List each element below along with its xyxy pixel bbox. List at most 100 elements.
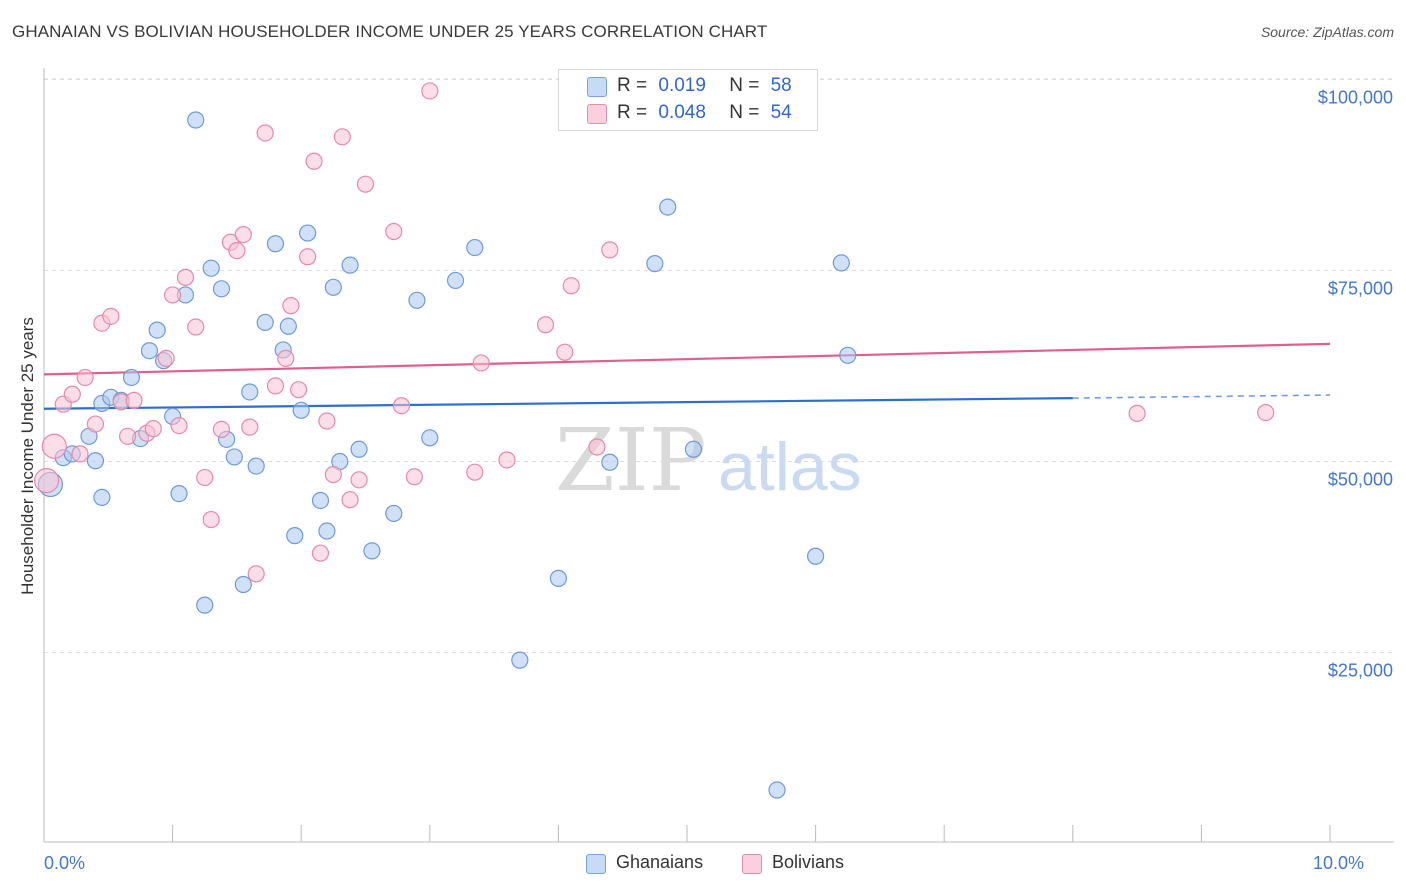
ghanaians-legend-swatch — [586, 854, 606, 874]
ghanaians-point — [241, 383, 259, 401]
bolivians-point — [421, 82, 439, 100]
bolivians-point — [305, 152, 323, 170]
ghanaians-point — [341, 256, 359, 274]
watermark: ZIP atlas — [555, 411, 862, 511]
bolivians-point — [324, 465, 342, 484]
ghanaians-point — [363, 542, 381, 560]
n-value-bolivians: 54 — [770, 102, 792, 123]
r-value-ghanaians: 0.019 — [658, 75, 706, 96]
bolivians-point — [63, 385, 81, 403]
watermark-zip: ZIP — [555, 411, 707, 511]
bolivians-point — [86, 415, 105, 433]
bolivians-point — [277, 349, 295, 367]
ghanaians-point — [511, 651, 529, 669]
legend-label-bolivians: Bolivians — [772, 852, 845, 872]
bolivians-point — [333, 128, 351, 146]
bolivians-point — [290, 381, 308, 399]
ghanaians-point — [466, 238, 484, 257]
ghanaians-point — [408, 291, 426, 309]
bolivians-point — [125, 391, 143, 409]
bolivians-point — [385, 222, 403, 241]
y-tick-label: $50,000 — [1328, 470, 1393, 490]
ghanaians-point — [768, 781, 786, 799]
ghanaians-point — [196, 596, 214, 614]
ghanaians-point — [234, 575, 252, 594]
ghanaians-point — [225, 448, 243, 466]
ghanaians-point — [385, 504, 403, 523]
ghanaians-swatch — [587, 77, 607, 97]
ghanaians-point — [299, 224, 317, 242]
bolivians-point — [282, 297, 300, 315]
bolivians-point — [170, 416, 188, 435]
bolivians-point — [76, 368, 94, 387]
ghanaians-point — [187, 111, 205, 129]
bolivians-point — [33, 468, 60, 494]
ghanaians-point — [140, 342, 159, 360]
bolivians-point — [41, 433, 67, 459]
bolivians-point — [102, 307, 120, 325]
bolivians-point — [228, 242, 246, 260]
bolivians-point — [247, 565, 265, 583]
bolivians-point — [299, 248, 317, 266]
bolivians-point — [562, 277, 580, 295]
trend-line-extension — [1072, 394, 1331, 399]
source-label: Source: ZipAtlas.com — [1260, 24, 1394, 40]
trend-line-ghanaians — [43, 396, 1073, 410]
chart-title: GHANAIAN VS BOLIVIAN HOUSEHOLDER INCOME … — [12, 22, 768, 41]
ghanaians-point — [806, 547, 825, 565]
ghanaians-point — [446, 271, 465, 290]
ghanaians-point — [292, 401, 310, 419]
ghanaians-point — [247, 457, 265, 475]
ghanaians-point — [324, 278, 342, 296]
legend-row-ghanaians: R = 0.019 N = 58 — [617, 75, 792, 97]
r-label: R = — [617, 102, 648, 123]
ghanaians-point — [318, 522, 336, 540]
y-tick-label: $100,000 — [1318, 88, 1393, 108]
ghanaians-point — [212, 280, 231, 298]
ghanaians-point — [832, 254, 850, 272]
bolivians-point — [356, 175, 375, 193]
bolivians-point — [234, 225, 252, 244]
x-tick-label: 0.0% — [44, 853, 85, 873]
ghanaians-point — [286, 527, 304, 545]
r-value-bolivians: 0.048 — [658, 102, 706, 123]
ghanaians-point — [350, 440, 368, 458]
watermark-atlas: atlas — [718, 429, 862, 505]
ghanaians-point — [311, 491, 330, 510]
bolivians-point — [350, 471, 368, 489]
bolivians-point — [164, 286, 182, 304]
bolivians-point — [212, 420, 231, 439]
correlation-legend: R = 0.019 N = 58 R = 0.048 N = 54 — [558, 69, 818, 131]
y-axis-label: Householder Income Under 25 years — [18, 317, 37, 595]
bolivians-point — [341, 491, 359, 509]
ghanaians-point — [148, 321, 166, 339]
bolivians-point — [311, 544, 330, 562]
bolivians-point — [536, 316, 555, 334]
trend-line-bolivians — [43, 342, 1331, 376]
tick-labels: $25,000 $50,000 $75,000 $100,000 0.0% 10.0% — [44, 88, 1393, 874]
ghanaians-point — [839, 346, 857, 364]
bolivians-point — [1257, 404, 1275, 422]
ghanaians-point — [279, 317, 297, 335]
y-tick-label: $25,000 — [1328, 661, 1393, 681]
x-tick-label: 10.0% — [1313, 853, 1364, 873]
bolivians-point — [392, 397, 411, 415]
ghanaians-point — [256, 313, 274, 332]
bolivians-point — [405, 468, 423, 486]
ghanaians-point — [421, 429, 439, 447]
bolivians-point — [498, 451, 516, 469]
ghanaians-point — [601, 453, 619, 471]
bolivians-point — [556, 343, 574, 361]
bolivians-point — [318, 412, 336, 430]
bolivians-point — [176, 268, 195, 286]
ghanaians-point — [202, 259, 220, 277]
trend-lines — [43, 342, 1331, 410]
ghanaians-point — [684, 440, 703, 458]
bolivians-point — [144, 420, 162, 438]
ghanaians-point — [659, 198, 677, 216]
y-tick-label: $75,000 — [1328, 279, 1393, 299]
bolivians-point — [601, 241, 619, 259]
bolivians-point — [472, 354, 490, 372]
legend-row-bolivians: R = 0.048 N = 54 — [617, 102, 792, 124]
